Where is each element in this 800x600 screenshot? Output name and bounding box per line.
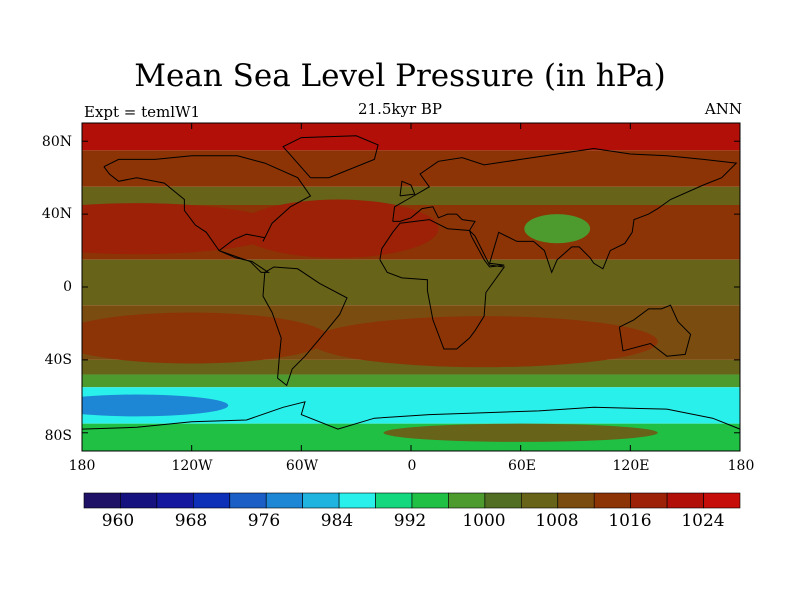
colorbar-swatch bbox=[703, 492, 741, 509]
colorbar-tick-label: 1000 bbox=[462, 511, 506, 531]
experiment-label: Expt = temlW1 bbox=[84, 103, 201, 121]
x-tick-label: 60E bbox=[507, 458, 537, 474]
colorbar-swatch bbox=[193, 492, 231, 509]
y-tick-label: 40N bbox=[41, 206, 72, 222]
colorbar-swatch bbox=[156, 492, 194, 509]
coastline bbox=[82, 401, 740, 430]
colorbar-swatch bbox=[302, 492, 340, 509]
colorbar-tick-label: 984 bbox=[320, 511, 354, 531]
map-title: Mean Sea Level Pressure (in hPa) bbox=[134, 58, 666, 94]
coastline bbox=[103, 155, 312, 273]
colorbar-tick-label: 1016 bbox=[608, 511, 652, 531]
colorbar-swatch bbox=[229, 492, 267, 509]
colorbar-swatch bbox=[411, 492, 449, 509]
coastline bbox=[282, 135, 379, 179]
pressure-feature bbox=[82, 394, 229, 417]
pressure-band bbox=[82, 374, 740, 388]
colorbar-tick-label: 1024 bbox=[681, 511, 725, 531]
colorbar-tick-label: 960 bbox=[101, 511, 135, 531]
coastline bbox=[392, 147, 738, 274]
coastline bbox=[379, 219, 506, 350]
y-tick-label: 80N bbox=[41, 134, 72, 150]
y-tick-label: 40S bbox=[44, 352, 72, 368]
colorbar-tick-label: 968 bbox=[174, 511, 208, 531]
colorbar-swatch bbox=[120, 492, 158, 509]
colorbar-swatch bbox=[630, 492, 668, 509]
map-subtitle: 21.5kyr BP bbox=[357, 100, 443, 118]
colorbar-tick-label: 992 bbox=[393, 511, 427, 531]
coastline bbox=[618, 304, 692, 357]
pressure-band bbox=[82, 259, 740, 306]
pressure-feature bbox=[524, 214, 591, 244]
pressure-feature bbox=[82, 312, 329, 364]
x-tick-label: 120W bbox=[171, 458, 213, 474]
colorbar-swatch bbox=[448, 492, 486, 509]
colorbar-swatch bbox=[666, 492, 704, 509]
colorbar-swatch bbox=[557, 492, 595, 509]
colorbar-swatch bbox=[265, 492, 303, 509]
pressure-band bbox=[82, 150, 740, 187]
x-tick-label: 180 bbox=[727, 458, 755, 474]
coastline bbox=[399, 180, 416, 197]
coastline bbox=[262, 266, 348, 387]
pressure-band bbox=[82, 186, 740, 205]
y-tick-label: 0 bbox=[63, 279, 72, 295]
pressure-feature bbox=[383, 423, 658, 442]
y-tick-label: 80S bbox=[44, 428, 72, 444]
colorbar-tick-label: 976 bbox=[247, 511, 281, 531]
x-tick-label: 60W bbox=[285, 458, 319, 474]
x-tick-label: 0 bbox=[407, 458, 417, 474]
colorbar-tick-label: 1008 bbox=[535, 511, 579, 531]
pressure-feature bbox=[237, 199, 439, 258]
colorbar-swatch bbox=[520, 492, 558, 509]
pressure-feature bbox=[310, 316, 658, 368]
season-label: ANN bbox=[704, 100, 742, 118]
colorbar-swatch bbox=[83, 492, 121, 509]
x-tick-label: 120E bbox=[612, 458, 650, 474]
pressure-feature bbox=[82, 203, 284, 255]
colorbar-swatch bbox=[338, 492, 376, 509]
pressure-band bbox=[82, 359, 740, 375]
x-tick-label: 180 bbox=[68, 458, 96, 474]
colorbar-swatch bbox=[484, 492, 522, 509]
colorbar-swatch bbox=[375, 492, 413, 509]
colorbar-swatch bbox=[593, 492, 631, 509]
